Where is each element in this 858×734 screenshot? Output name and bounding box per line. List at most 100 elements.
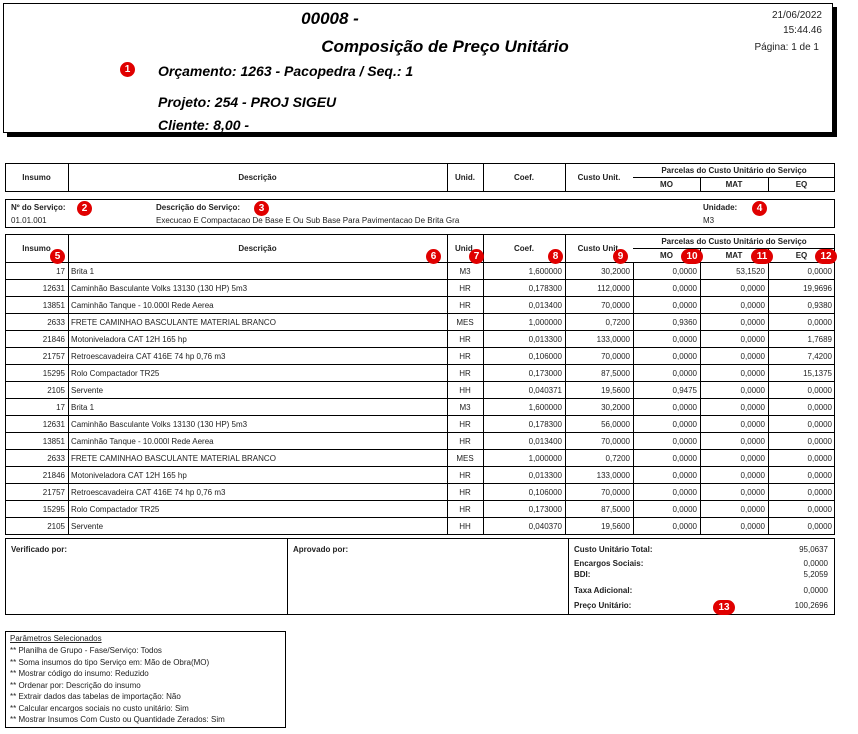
table-cell: 0,0000 [672,403,697,412]
table-cell: 1,600000 [528,403,562,412]
rule [5,449,835,450]
table-cell: 21846 [42,335,65,344]
rule [5,263,6,535]
table-cell: 0,013400 [528,437,562,446]
table-cell: 0,9360 [672,318,697,327]
rule [5,466,835,467]
project: Projeto: 254 - PROJ SIGEU [158,94,337,110]
column-header: Coef. [514,173,534,182]
total-value: 0,0000 [803,558,828,568]
table-cell: 21846 [42,471,65,480]
table-cell: 2633 [47,318,65,327]
rule [447,234,448,263]
table-cell: 0,0000 [672,335,697,344]
field-label: Aprovado por: [293,544,349,554]
table-cell: 0,0000 [672,420,697,429]
table-cell: 87,5000 [601,505,630,514]
table-cell: 0,0000 [807,454,832,463]
column-header: Custo Unit. [577,173,621,182]
table-cell: 0,178300 [528,420,562,429]
field-value: 01.01.001 [11,215,47,225]
page-number: Página: 1 de 1 [754,42,820,53]
rule [5,415,835,416]
total-value: 100,2696 [794,600,828,610]
total-value: 5,2059 [803,569,828,579]
parameter-item: ** Calcular encargos sociais no custo un… [10,703,189,713]
rule [68,234,69,263]
field-label: Descrição do Serviço: [156,202,241,212]
table-cell: 12631 [42,420,65,429]
table-cell: 53,1520 [736,267,765,276]
table-cell: 13851 [42,301,65,310]
rule [5,534,835,535]
table-cell: HH [459,386,471,395]
annotation-badge: 1 [120,62,135,77]
table-cell: 70,0000 [601,352,630,361]
table-cell: 13851 [42,437,65,446]
table-cell: 0,0000 [807,505,832,514]
column-header: MAT [725,251,743,260]
rule [565,234,566,263]
rule [287,538,288,615]
table-cell: 0,013300 [528,471,562,480]
rule [633,263,634,535]
table-cell: Caminhão Basculante Volks 13130 (130 HP)… [71,284,248,293]
table-cell: HR [459,335,471,344]
table-cell: 1,000000 [528,318,562,327]
table-cell: 15295 [42,505,65,514]
rule [68,163,69,192]
table-cell: 0,0000 [740,369,765,378]
rule [834,263,835,535]
rule [483,163,484,192]
rule [5,364,835,365]
rule [565,163,566,192]
table-cell: 0,7200 [605,454,630,463]
column-header: Coef. [514,244,534,253]
column-header: MO [660,251,673,260]
column-header: Insumo [22,244,51,253]
table-cell: 15295 [42,369,65,378]
table-cell: HR [459,284,471,293]
field-label: Nº do Serviço: [11,202,66,212]
annotation-badge: 9 [613,249,628,264]
table-cell: 0,0000 [740,318,765,327]
rule [5,381,835,382]
rule [447,163,448,192]
annotation-badge: 3 [254,201,269,216]
table-cell: 21757 [42,352,65,361]
table-cell: 0,0000 [672,301,697,310]
table-cell: Motoniveladora CAT 12H 165 hp [71,335,187,344]
table-cell: 0,0000 [740,471,765,480]
annotation-badge: 10 [681,249,703,264]
total-label: Taxa Adicional: [574,585,633,595]
table-cell: FRETE CAMINHAO BASCULANTE MATERIAL BRANC… [71,454,276,463]
total-label: BDI: [574,569,591,579]
table-cell: 0,0000 [740,403,765,412]
parameters-box [5,631,286,728]
time: 15:44.46 [783,25,822,36]
table-cell: 0,0000 [740,284,765,293]
rule [633,177,835,178]
table-cell: 0,9380 [807,301,832,310]
parameters-title: Parâmetros Selecionados [10,634,102,643]
table-cell: 0,0000 [672,505,697,514]
table-cell: 0,0000 [740,386,765,395]
total-label: Custo Unitário Total: [574,544,653,554]
table-cell: 0,0000 [672,471,697,480]
table-cell: 0,9475 [672,386,697,395]
rule [768,263,769,535]
table-cell: 19,5600 [601,386,630,395]
rule [5,347,835,348]
table-cell: 0,0000 [807,318,832,327]
table-cell: 0,0000 [740,335,765,344]
rule [5,483,835,484]
table-cell: 0,0000 [807,437,832,446]
table-cell: FRETE CAMINHAO BASCULANTE MATERIAL BRANC… [71,318,276,327]
table-cell: 0,013300 [528,335,562,344]
field-label: Verificado por: [11,544,68,554]
table-cell: 19,9696 [803,284,832,293]
table-cell: 2633 [47,454,65,463]
report-code: 00008 - [301,9,359,28]
annotation-badge: 4 [752,201,767,216]
parameter-item: ** Mostrar código do insumo: Reduzido [10,669,149,678]
